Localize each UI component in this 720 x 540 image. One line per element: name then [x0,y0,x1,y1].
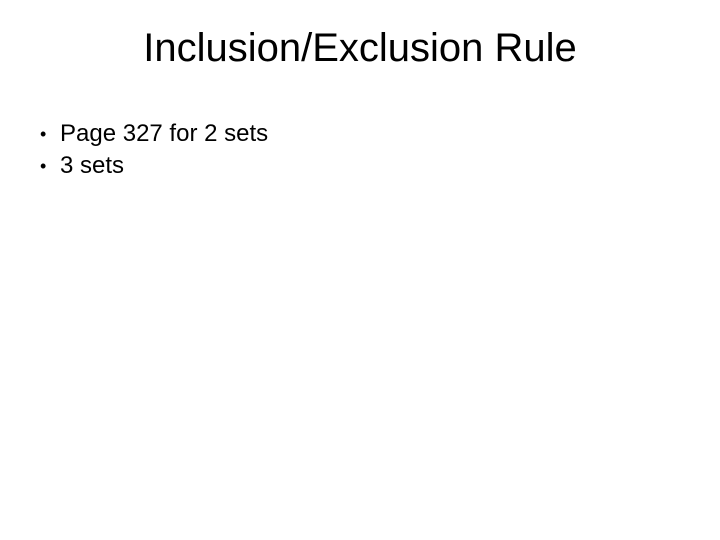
slide: Inclusion/Exclusion Rule • Page 327 for … [0,0,720,540]
bullet-text: Page 327 for 2 sets [60,118,268,150]
bullet-text: 3 sets [60,150,124,182]
bullet-icon: • [40,154,60,178]
list-item: • Page 327 for 2 sets [40,118,268,150]
slide-title: Inclusion/Exclusion Rule [0,26,720,71]
bullet-list: • Page 327 for 2 sets • 3 sets [40,118,268,183]
bullet-icon: • [40,122,60,146]
list-item: • 3 sets [40,150,268,182]
